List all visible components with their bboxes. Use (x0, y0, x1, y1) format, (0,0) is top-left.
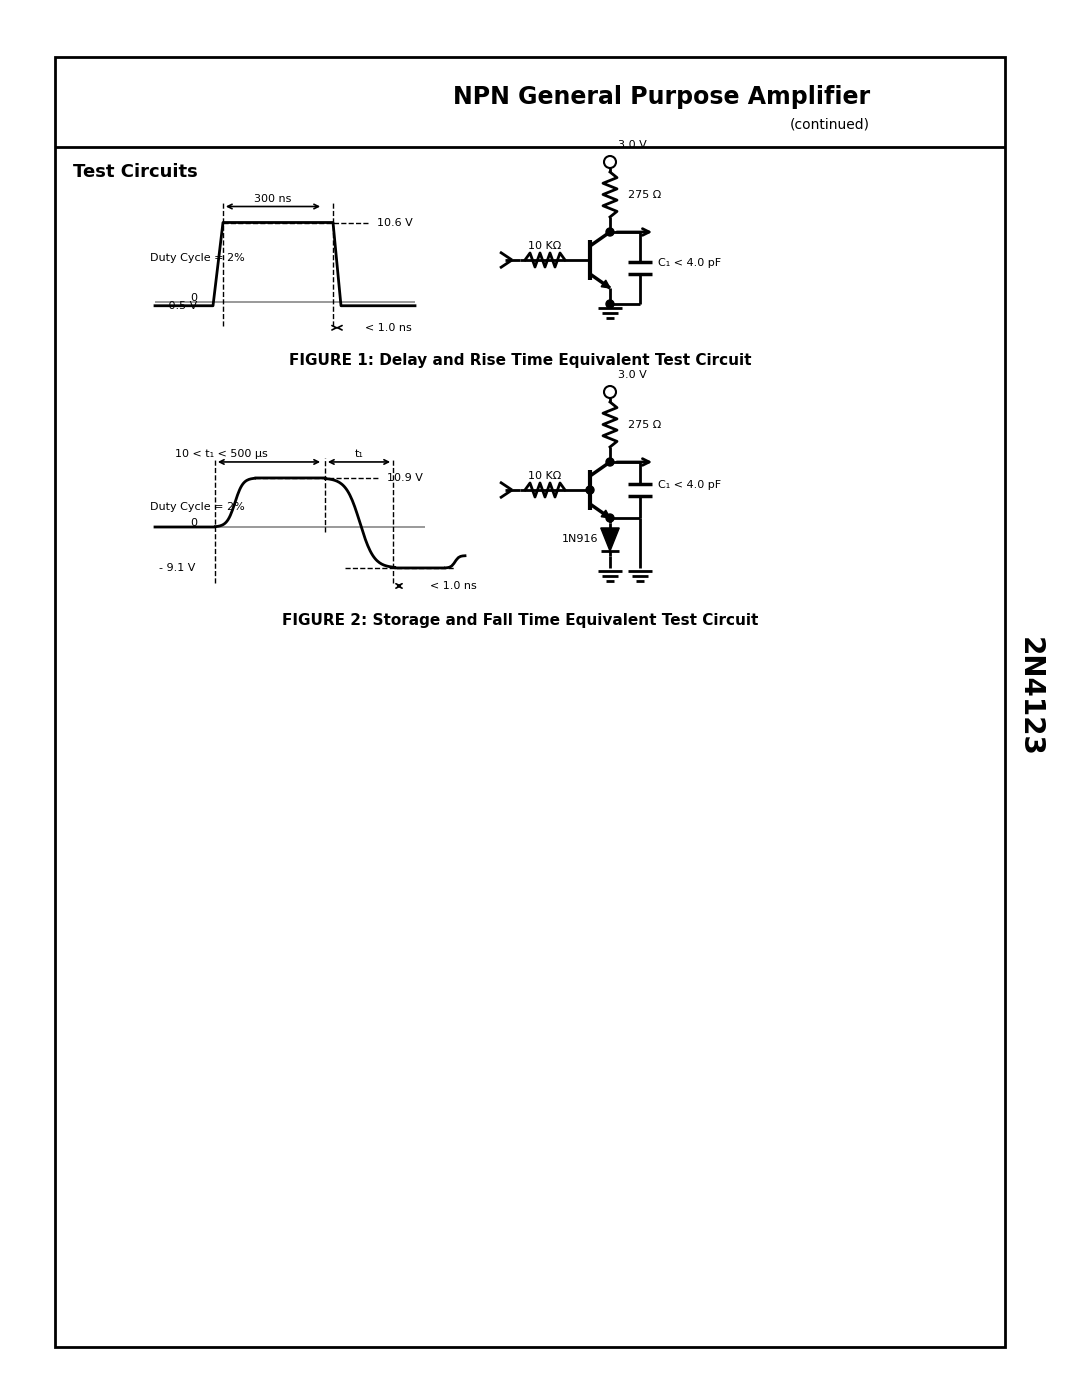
Text: Duty Cycle = 2%: Duty Cycle = 2% (150, 503, 245, 513)
Text: 3.0 V: 3.0 V (618, 140, 647, 149)
Circle shape (606, 300, 615, 307)
Text: - 0.5 V: - 0.5 V (161, 300, 197, 310)
Text: 0: 0 (190, 293, 197, 303)
Polygon shape (602, 281, 610, 288)
Text: (continued): (continued) (789, 117, 870, 131)
Text: - 9.1 V: - 9.1 V (159, 563, 195, 573)
Text: 300 ns: 300 ns (254, 194, 292, 204)
Text: C₁ < 4.0 pF: C₁ < 4.0 pF (658, 258, 721, 268)
Text: Duty Cycle = 2%: Duty Cycle = 2% (150, 253, 245, 263)
Circle shape (606, 458, 615, 467)
Text: 10 < t₁ < 500 μs: 10 < t₁ < 500 μs (175, 448, 268, 460)
Circle shape (606, 228, 615, 236)
Bar (55, 57, 1005, 1347)
Text: 10 KΩ: 10 KΩ (528, 242, 562, 251)
Text: 2N4123: 2N4123 (1016, 637, 1044, 757)
Text: NPN General Purpose Amplifier: NPN General Purpose Amplifier (453, 85, 870, 109)
Text: < 1.0 ns: < 1.0 ns (430, 581, 476, 591)
Circle shape (586, 486, 594, 495)
Text: 275 Ω: 275 Ω (627, 419, 661, 429)
Text: 3.0 V: 3.0 V (618, 370, 647, 380)
Polygon shape (602, 510, 610, 518)
Text: 275 Ω: 275 Ω (627, 190, 661, 200)
Text: t₁: t₁ (354, 448, 364, 460)
Text: 0: 0 (190, 518, 197, 528)
Text: < 1.0 ns: < 1.0 ns (365, 323, 411, 332)
Circle shape (606, 514, 615, 522)
Text: 10 KΩ: 10 KΩ (528, 471, 562, 481)
Polygon shape (600, 528, 619, 550)
Text: C₁ < 4.0 pF: C₁ < 4.0 pF (658, 481, 721, 490)
Text: FIGURE 1: Delay and Rise Time Equivalent Test Circuit: FIGURE 1: Delay and Rise Time Equivalent… (288, 353, 752, 369)
Text: FIGURE 2: Storage and Fall Time Equivalent Test Circuit: FIGURE 2: Storage and Fall Time Equivale… (282, 613, 758, 629)
Text: Test Circuits: Test Circuits (73, 163, 198, 182)
Text: 10.6 V: 10.6 V (377, 218, 413, 228)
Text: 1N916: 1N916 (562, 535, 598, 545)
Text: 10.9 V: 10.9 V (387, 474, 423, 483)
